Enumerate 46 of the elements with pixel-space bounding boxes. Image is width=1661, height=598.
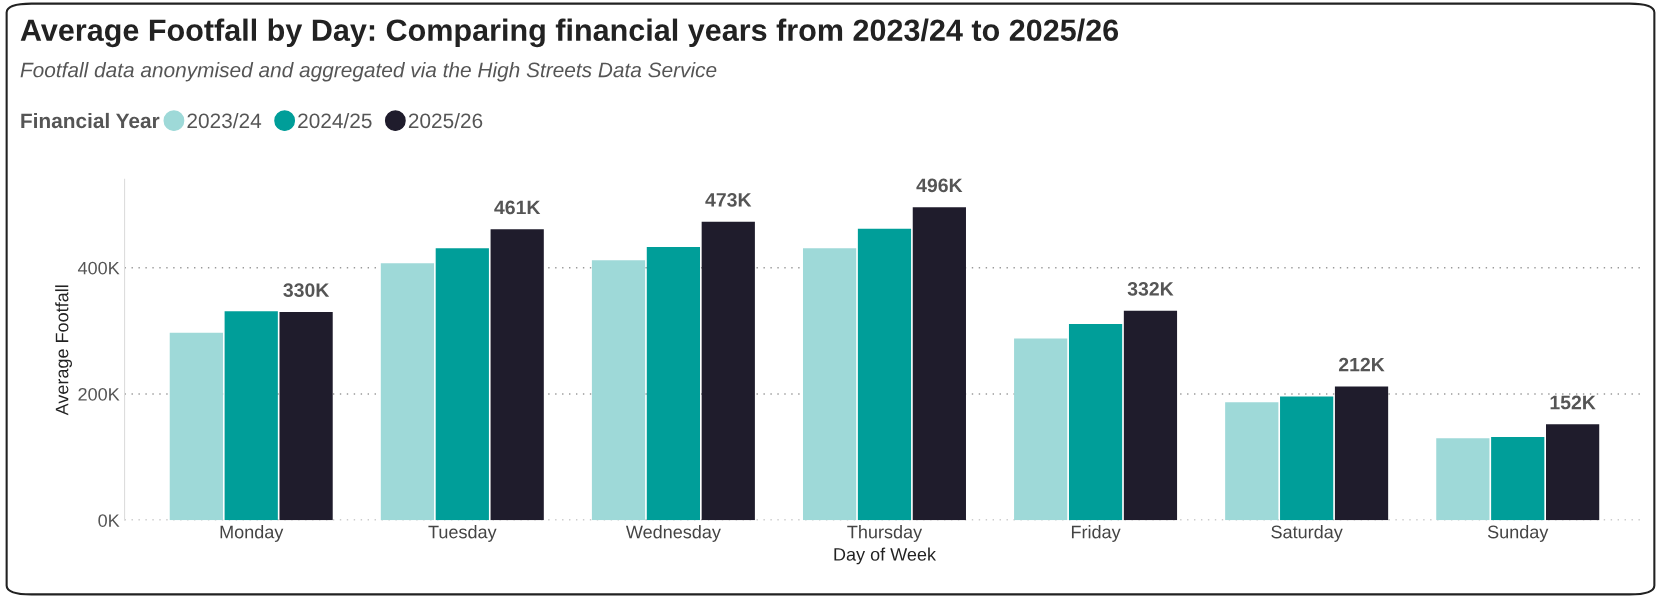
x-axis-title: Day of Week xyxy=(834,547,937,565)
bar xyxy=(1436,438,1490,521)
chart-title: Average Footfall by Day: Comparing financial years from 2023/24 to 2025/26 xyxy=(20,18,1119,48)
bar xyxy=(646,246,701,521)
x-tick-label: Friday xyxy=(1071,525,1121,542)
legend-title: Financial Year xyxy=(21,112,160,129)
x-tick-label: Thursday xyxy=(847,525,923,542)
x-tick-label: Saturday xyxy=(1271,525,1343,542)
data-label: 152K xyxy=(1550,395,1596,410)
bar xyxy=(1546,424,1600,521)
chart-subtitle: Footfall data anonymised and aggregated via the High Streets Data Service xyxy=(20,62,717,82)
legend-label: 2023/24 xyxy=(187,112,262,129)
y-tick-label: 200K xyxy=(78,387,120,401)
bar xyxy=(1123,310,1178,521)
bar xyxy=(1225,402,1279,521)
data-label: 330K xyxy=(283,283,330,298)
x-tick-label: Sunday xyxy=(1487,525,1549,542)
legend-label: 2025/26 xyxy=(408,112,483,129)
bar xyxy=(802,248,857,521)
bar xyxy=(435,248,489,521)
bar xyxy=(224,311,278,521)
y-tick-label: 0K xyxy=(98,514,120,527)
legend-label: 2024/25 xyxy=(298,112,372,129)
data-label: 473K xyxy=(705,192,752,207)
bar xyxy=(701,221,755,521)
bar xyxy=(380,263,435,521)
data-label: 461K xyxy=(494,200,541,215)
bar xyxy=(591,260,646,521)
x-tick-label: Wednesday xyxy=(625,525,721,542)
bar xyxy=(1068,323,1123,521)
y-axis-title: Average Footfall xyxy=(55,285,72,416)
bar xyxy=(912,207,966,521)
bar xyxy=(1014,338,1068,521)
bar xyxy=(1334,386,1389,521)
bar xyxy=(490,229,544,521)
bar xyxy=(169,332,223,521)
data-label: 496K xyxy=(916,178,963,193)
y-tick-label: 400K xyxy=(77,261,120,275)
bar xyxy=(279,311,333,521)
data-label: 332K xyxy=(1127,281,1174,296)
bar xyxy=(857,228,912,521)
x-tick-label: Tuesday xyxy=(428,525,497,542)
data-label: 212K xyxy=(1338,357,1385,372)
bar xyxy=(1280,396,1334,521)
bar xyxy=(1491,436,1545,521)
x-tick-label: Monday xyxy=(220,525,284,542)
